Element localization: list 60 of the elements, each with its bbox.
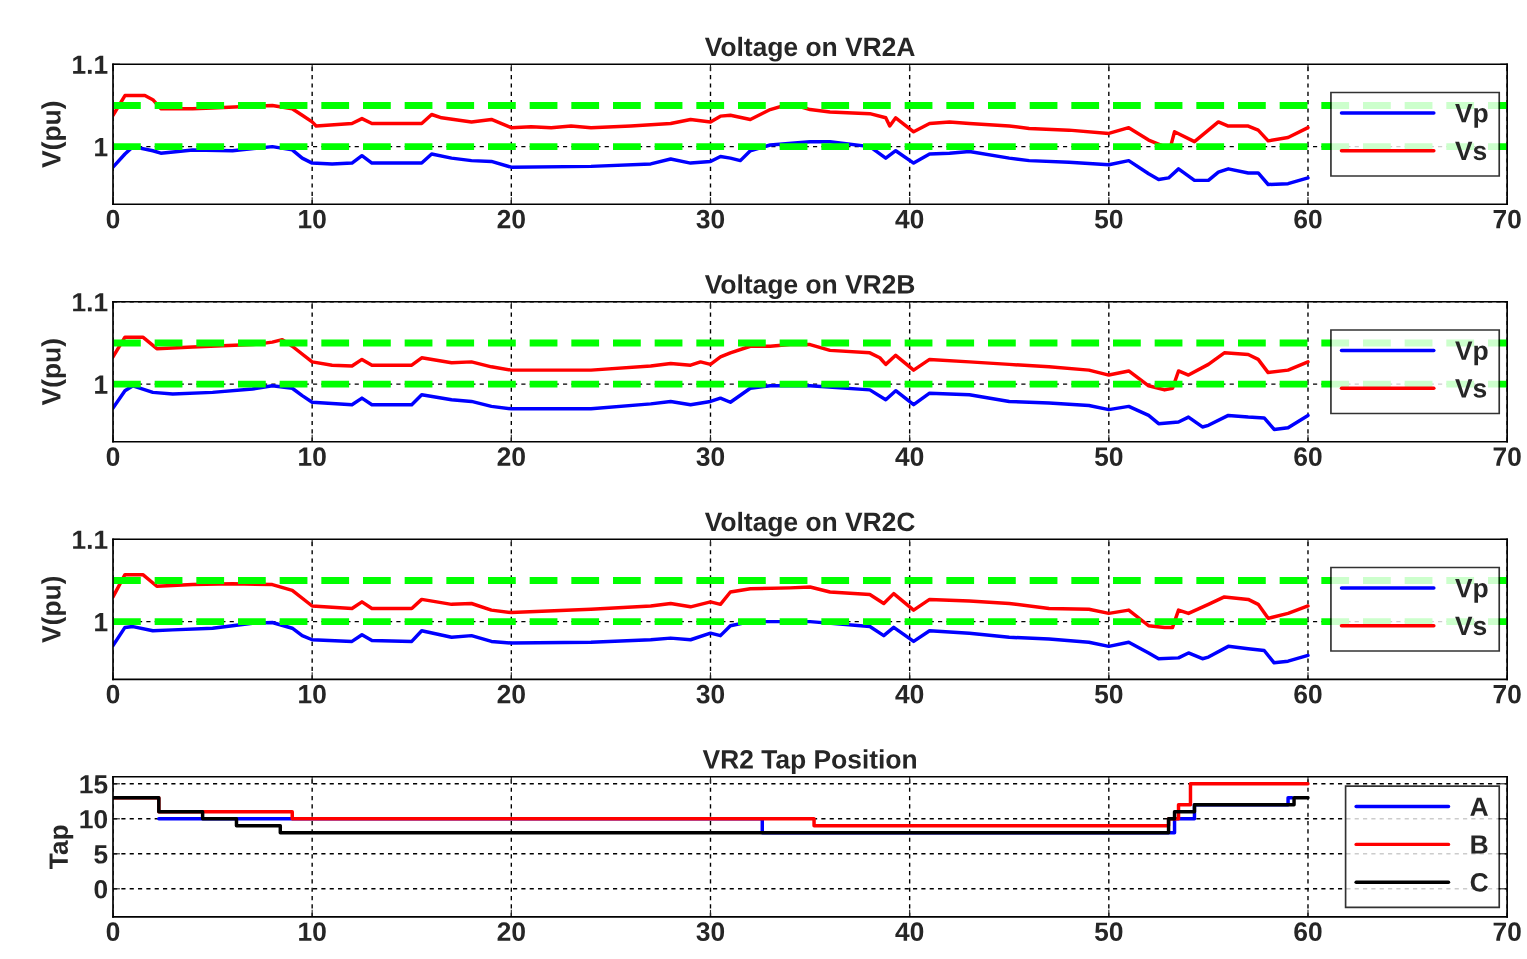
- x-tick-label: 60: [1294, 447, 1322, 467]
- y-tick-label: 5: [94, 845, 108, 864]
- chart-title: VR2 Tap Position: [702, 749, 916, 774]
- line-series: [113, 619, 1310, 665]
- legend-label: C: [1470, 872, 1488, 892]
- y-axis-title: V(pu): [41, 101, 66, 168]
- x-tick-label: 70: [1493, 684, 1521, 704]
- x-tick-label: 10: [299, 684, 326, 704]
- y-tick-label: 0: [94, 879, 108, 899]
- x-tick-label: 30: [696, 922, 725, 942]
- x-tick-label: 60: [1294, 209, 1322, 229]
- x-tick-label: 20: [497, 209, 525, 229]
- x-tick-label: 40: [895, 684, 924, 704]
- x-tick-label: 50: [1094, 684, 1123, 704]
- x-tick-label: 20: [497, 922, 525, 942]
- x-tick-label: 30: [696, 684, 725, 704]
- legend-label: Vp: [1455, 579, 1488, 603]
- x-tick-label: 70: [1493, 209, 1521, 229]
- y-tick-label: 1.1: [73, 530, 108, 549]
- x-tick-label: 10: [299, 922, 326, 942]
- chart-title: Voltage on VR2C: [704, 511, 915, 537]
- x-tick-label: 50: [1094, 447, 1123, 467]
- x-tick-label: 40: [895, 447, 924, 467]
- x-tick-label: 20: [497, 447, 525, 467]
- x-tick-label: 10: [299, 209, 326, 229]
- legend-label: Vs: [1455, 141, 1487, 161]
- x-tick-label: 10: [299, 447, 326, 467]
- legend-label: Vs: [1455, 379, 1487, 398]
- legend-label: Vs: [1455, 616, 1487, 636]
- y-tick-label: 10: [80, 809, 108, 829]
- chart-title: Voltage on VR2B: [704, 274, 915, 300]
- y-axis-title: V(pu): [41, 576, 66, 643]
- x-tick-label: 50: [1094, 922, 1123, 942]
- y-axis-title: V(pu): [41, 339, 66, 406]
- x-tick-label: 40: [895, 922, 924, 942]
- line-series: [113, 335, 1310, 392]
- x-tick-label: 30: [696, 447, 725, 467]
- x-tick-label: 60: [1294, 684, 1322, 704]
- x-tick-label: 70: [1493, 447, 1521, 467]
- line-series: [113, 572, 1310, 630]
- x-tick-label: 70: [1493, 922, 1521, 942]
- chart-title: Voltage on VR2A: [704, 36, 915, 62]
- y-tick-label: 15: [80, 775, 108, 794]
- x-tick-label: 50: [1094, 209, 1123, 229]
- x-tick-label: 20: [497, 684, 525, 704]
- y-tick-label: 1: [95, 613, 108, 632]
- legend-label: Vp: [1455, 341, 1488, 366]
- x-tick-label: 60: [1294, 922, 1322, 942]
- x-tick-label: 30: [696, 209, 725, 229]
- legend-label: B: [1471, 835, 1488, 854]
- y-tick-label: 1.1: [73, 55, 108, 74]
- y-tick-label: 1.1: [73, 293, 108, 312]
- x-tick-label: 40: [895, 209, 924, 229]
- line-series: [113, 384, 1310, 432]
- line-series: [113, 139, 1310, 187]
- y-tick-label: 1: [95, 138, 108, 157]
- legend-label: A: [1470, 797, 1488, 816]
- legend-label: Vp: [1455, 104, 1488, 128]
- y-axis-title: Tap: [49, 825, 74, 869]
- y-tick-label: 1: [95, 375, 108, 394]
